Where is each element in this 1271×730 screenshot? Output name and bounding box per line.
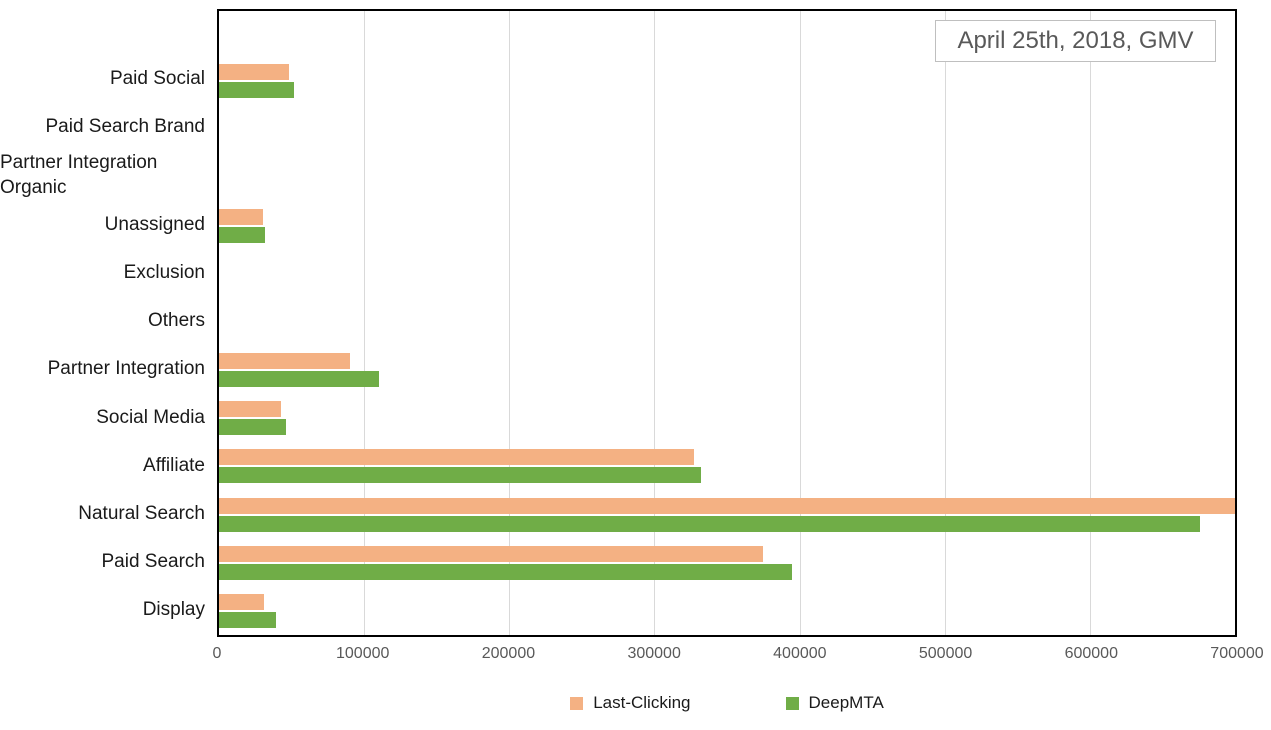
bar-row <box>219 153 1235 201</box>
category-label: Display <box>0 587 217 635</box>
bar-last-clicking <box>219 593 264 610</box>
bar-last-clicking <box>219 449 694 466</box>
x-tick-label: 600000 <box>1064 645 1118 662</box>
bar-last-clicking <box>219 497 1235 514</box>
legend-item: DeepMTA <box>785 693 884 713</box>
gridline <box>1089 11 1091 635</box>
bar-row <box>219 57 1235 105</box>
bar-last-clicking <box>219 353 350 370</box>
category-label: Paid Search <box>0 538 217 586</box>
bar-row <box>219 442 1235 490</box>
bar-deepmta <box>219 419 286 436</box>
value-axis: 0 100000 200000 300000 400000 500000 600000 700… <box>213 645 1264 669</box>
bar-last-clicking <box>219 64 289 81</box>
category-label: Partner Integration Organic <box>0 151 217 200</box>
category-label-text: Affiliate <box>143 454 205 476</box>
category-label-text: Exclusion <box>123 261 205 283</box>
gridline <box>654 11 656 635</box>
legend: Last-Clicking DeepMTA <box>217 693 1237 713</box>
gridline <box>944 11 946 635</box>
bar-row <box>219 105 1235 153</box>
gridline <box>799 11 801 635</box>
bar-deepmta <box>219 611 276 628</box>
bar-last-clicking <box>219 401 281 418</box>
gridline <box>364 11 366 635</box>
chart-title-box: April 25th, 2018, GMV <box>935 20 1216 62</box>
legend-label: DeepMTA <box>808 693 884 712</box>
category-label: Affiliate <box>0 442 217 490</box>
category-label-text: Display <box>142 599 205 621</box>
bar-row <box>219 298 1235 346</box>
category-label-text: Social Media <box>96 406 205 428</box>
gridline <box>509 11 511 635</box>
category-label-text: Partner Integration <box>47 358 205 380</box>
x-tick-label: 500000 <box>918 645 973 662</box>
category-label: Natural Search <box>0 490 217 538</box>
bar-row <box>219 250 1235 298</box>
category-label: Paid Search Brand <box>0 103 217 151</box>
bar-deepmta <box>219 82 295 99</box>
bar-last-clicking <box>219 208 263 225</box>
bar-last-clicking <box>219 545 764 562</box>
plot-area <box>217 9 1237 637</box>
category-label-text: Unassigned <box>104 213 205 235</box>
chart-title: April 25th, 2018, GMV <box>957 27 1194 54</box>
category-label: Paid Social <box>0 55 217 103</box>
legend-swatch-icon <box>785 696 799 710</box>
category-label: Partner Integration <box>0 346 217 394</box>
bar-deepmta <box>219 371 379 388</box>
category-label-text: Paid Search Brand <box>45 116 206 137</box>
bar-rows <box>219 11 1235 635</box>
x-tick-label: 700000 <box>1210 645 1264 662</box>
category-label-text: Paid Search <box>101 551 205 573</box>
bar-row <box>219 491 1235 539</box>
category-label: Unassigned <box>0 201 217 249</box>
category-label: Others <box>0 297 217 345</box>
category-label-text: Partner Integration Organic <box>0 152 158 199</box>
category-label-text: Paid Social <box>109 67 205 89</box>
x-tick-label: 0 <box>212 645 222 662</box>
bar-row <box>219 202 1235 250</box>
category-axis-labels: Paid Social Paid Search Brand Partner Inte… <box>0 55 217 635</box>
bar-deepmta <box>219 515 1201 532</box>
bar-deepmta <box>219 467 701 484</box>
category-label: Exclusion <box>0 249 217 297</box>
x-tick-label: 400000 <box>773 645 827 662</box>
bar-row <box>219 587 1235 635</box>
legend-item: Last-Clicking <box>570 693 691 713</box>
bar-row <box>219 346 1235 394</box>
category-label-text: Others <box>147 310 205 332</box>
legend-swatch-icon <box>570 696 584 710</box>
bar-deepmta <box>219 226 265 243</box>
x-tick-label: 300000 <box>627 645 681 662</box>
bar-deepmta <box>219 563 793 580</box>
category-label: Social Media <box>0 394 217 442</box>
x-tick-label: 100000 <box>336 645 390 662</box>
bar-row <box>219 539 1235 587</box>
bar-row <box>219 394 1235 442</box>
legend-label: Last-Clicking <box>593 693 691 712</box>
x-tick-label: 200000 <box>481 645 536 662</box>
category-label-text: Natural Search <box>78 503 205 525</box>
